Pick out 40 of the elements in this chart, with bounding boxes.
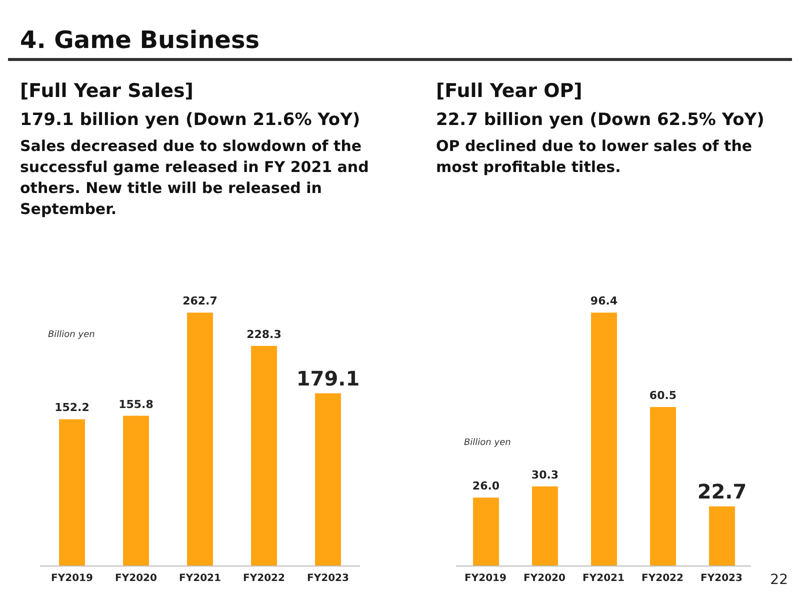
chart-title: [Full Year Sales] <box>20 80 194 102</box>
chart-title: [Full Year OP] <box>436 80 584 102</box>
bar <box>123 416 149 566</box>
x-tick-label: FY2019 <box>51 573 93 584</box>
data-label: 152.2 <box>54 401 90 414</box>
data-label: 96.4 <box>590 294 618 308</box>
data-label: 22.7 <box>697 479 747 504</box>
x-tick-label: FY2022 <box>243 573 285 584</box>
text: 22 <box>770 572 788 588</box>
text: 4. Game Business <box>20 26 260 54</box>
text: OP declined due to lower sales of the most profitable titles. <box>436 136 754 178</box>
bar <box>709 506 735 566</box>
bar <box>59 419 85 566</box>
x-tick-label: FY2023 <box>307 573 349 584</box>
x-tick-label: FY2021 <box>179 573 221 584</box>
chart-subtitle: 179.1 billion yen (Down 21.6% YoY) <box>20 110 362 130</box>
chart-subtitle: 22.7 billion yen (Down 62.5% YoY) <box>436 110 766 130</box>
data-label: 60.5 <box>649 389 677 402</box>
bar <box>591 312 617 566</box>
bar <box>532 486 558 566</box>
y-axis-title: Billion yen <box>464 438 511 448</box>
data-label: 228.3 <box>246 328 282 341</box>
x-tick-label: FY2020 <box>115 573 157 584</box>
bar <box>315 393 341 566</box>
bar <box>473 498 499 566</box>
data-label: 179.1 <box>296 366 360 390</box>
x-tick-label: FY2021 <box>582 573 624 584</box>
x-tick-label: FY2023 <box>700 573 742 584</box>
bar <box>187 312 213 566</box>
data-label: 30.3 <box>531 468 559 482</box>
x-tick-label: FY2019 <box>464 573 506 584</box>
data-label: 26.0 <box>472 480 500 493</box>
bar <box>251 346 277 566</box>
x-tick-label: FY2020 <box>524 573 566 584</box>
data-label: 262.7 <box>182 294 218 308</box>
bar <box>650 407 676 566</box>
text: Sales decreased due to slowdown of the successful game released in FY 2021 and others. New title will be released in September. <box>20 136 370 220</box>
x-tick-label: FY2022 <box>642 573 684 584</box>
data-label: 155.8 <box>118 398 154 411</box>
y-axis-title: Billion yen <box>48 330 95 340</box>
